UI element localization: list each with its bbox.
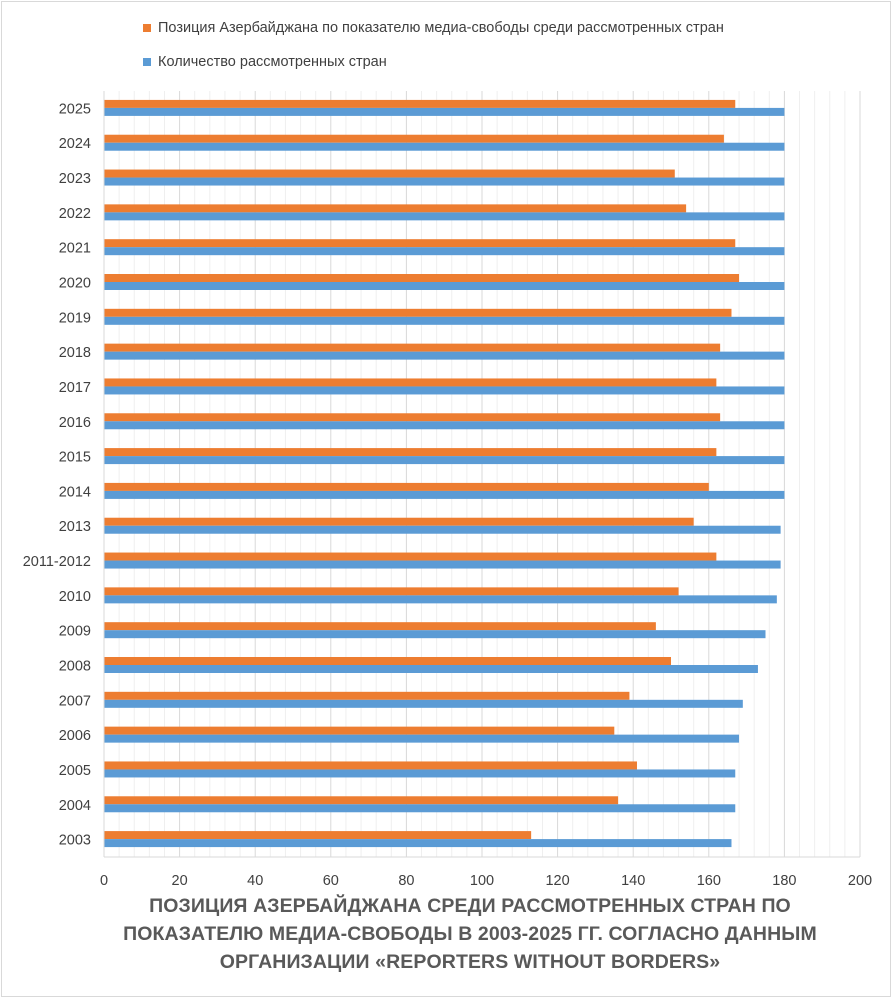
y-tick-label: 2025 [59,101,91,117]
y-tick-label: 2015 [59,450,91,466]
y-tick-label: 2023 [59,171,91,187]
y-tick-label: 2016 [59,415,91,431]
y-tick-label: 2022 [59,206,91,222]
bar-position [104,448,717,457]
chart-legend: Позиция Азербайджана по показателю медиа… [143,16,724,84]
bar-position [104,517,694,526]
bar-country-count [104,839,732,848]
x-tick-label: 140 [621,873,645,889]
bar-country-count [104,490,785,499]
bar-position [104,204,687,213]
y-tick-label: 2006 [59,728,91,744]
bar-country-count [104,699,743,708]
bar-position [104,587,679,596]
legend-label-position: Позиция Азербайджана по показателю медиа… [158,20,724,36]
y-tick-label: 2004 [59,798,91,814]
y-tick-label: 2013 [59,519,91,535]
bar-position [104,657,671,665]
y-tick-label: 2020 [59,276,91,292]
bar-country-count [104,282,785,290]
bar-country-count [104,316,785,325]
y-tick-label: 2024 [59,136,91,152]
bar-country-count [104,247,785,256]
bar-position [104,134,724,143]
legend-item-position: Позиция Азербайджана по показателю медиа… [143,16,724,40]
y-tick-label: 2008 [59,659,91,675]
x-tick-label: 60 [323,873,339,889]
x-tick-label: 200 [848,873,872,889]
bar-country-count [104,630,766,639]
y-tick-label: 2007 [59,693,91,709]
x-tick-label: 120 [545,873,569,889]
bar-position [104,413,721,422]
y-tick-label: 2018 [59,345,91,361]
bar-country-count [104,595,777,604]
bar-country-count [104,107,785,116]
bar-country-count [104,142,785,151]
bar-position [104,726,615,735]
y-tick-label: 2010 [59,589,91,605]
bar-country-count [104,212,785,221]
bar-position [104,622,656,631]
bar-position [104,343,721,352]
x-tick-label: 80 [398,873,414,889]
bar-country-count [104,804,736,813]
chart-title-line-2: ПОКАЗАТЕЛЮ МЕДИА-СВОБОДЫ В 2003-2025 ГГ.… [123,923,817,945]
bar-country-count [104,421,785,430]
y-tick-label: 2005 [59,763,91,779]
legend-item-count: Количество рассмотренных стран [143,50,724,74]
bar-position [104,552,717,561]
bar-position [104,378,717,387]
bar-position [104,169,675,178]
y-tick-label: 2019 [59,310,91,326]
bar-position [104,308,732,317]
bar-country-count [104,734,740,743]
chart-title-line-1: ПОЗИЦИЯ АЗЕРБАЙДЖАНА СРЕДИ РАССМОТРЕННЫХ… [149,895,791,917]
chart-title-line-3: ОРГАНИЗАЦИИ «REPORTERS WITHOUT BORDERS» [219,951,721,973]
y-tick-label: 2003 [59,833,91,849]
bar-position [104,274,740,282]
y-tick-label: 2009 [59,624,91,640]
bar-position [104,796,619,805]
bar-position [104,831,532,840]
bar-country-count [104,560,781,569]
bar-country-count [104,665,758,673]
y-tick-label: 2021 [59,241,91,257]
bar-position [104,99,736,108]
bar-country-count [104,386,785,395]
bar-country-count [104,525,781,534]
x-tick-label: 20 [172,873,188,889]
legend-label-count: Количество рассмотренных стран [158,54,387,70]
legend-swatch-blue [143,58,151,66]
bar-position [104,761,637,770]
bar-position [104,482,709,491]
bar-position [104,691,630,700]
x-tick-label: 160 [697,873,721,889]
x-tick-label: 0 [100,873,108,889]
bar-country-count [104,456,785,465]
chart-title: ПОЗИЦИЯ АЗЕРБАЙДЖАНА СРЕДИ РАССМОТРЕННЫХ… [100,892,840,976]
y-tick-label: 2014 [59,484,91,500]
x-tick-label: 100 [470,873,494,889]
bar-country-count [104,769,736,778]
bar-country-count [104,351,785,360]
y-tick-label: 2017 [59,380,91,396]
legend-swatch-orange [143,24,151,32]
x-tick-label: 40 [247,873,263,889]
bar-position [104,239,736,248]
x-tick-label: 180 [772,873,796,889]
bar-country-count [104,177,785,186]
y-tick-label: 2011-2012 [23,554,91,570]
